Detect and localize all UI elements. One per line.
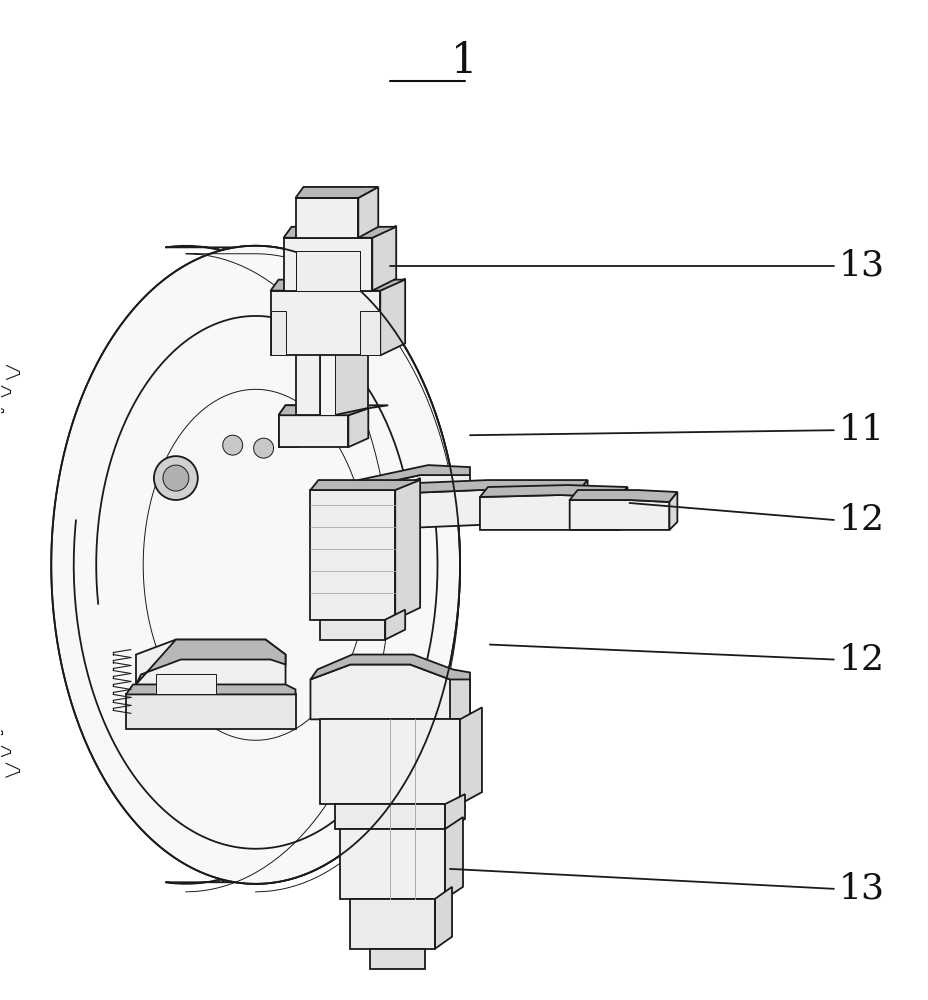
Polygon shape bbox=[283, 238, 372, 291]
Polygon shape bbox=[335, 804, 445, 829]
Text: 13: 13 bbox=[838, 249, 884, 283]
Polygon shape bbox=[370, 949, 425, 969]
Polygon shape bbox=[278, 405, 388, 415]
Polygon shape bbox=[669, 492, 677, 530]
Polygon shape bbox=[165, 246, 459, 884]
Polygon shape bbox=[135, 640, 285, 684]
Polygon shape bbox=[480, 495, 619, 530]
Polygon shape bbox=[283, 227, 395, 238]
Polygon shape bbox=[619, 487, 626, 530]
Polygon shape bbox=[350, 899, 434, 949]
Polygon shape bbox=[380, 279, 405, 355]
Polygon shape bbox=[156, 674, 215, 694]
Polygon shape bbox=[320, 331, 335, 415]
Polygon shape bbox=[320, 719, 459, 804]
Polygon shape bbox=[350, 475, 470, 520]
Polygon shape bbox=[295, 251, 360, 291]
Polygon shape bbox=[434, 887, 452, 949]
Polygon shape bbox=[135, 640, 285, 694]
Polygon shape bbox=[358, 187, 378, 238]
Polygon shape bbox=[394, 478, 419, 620]
Text: 13: 13 bbox=[838, 872, 884, 906]
Polygon shape bbox=[445, 794, 465, 829]
Polygon shape bbox=[278, 405, 354, 415]
Polygon shape bbox=[480, 485, 626, 497]
Polygon shape bbox=[569, 490, 677, 502]
Circle shape bbox=[253, 438, 273, 458]
Polygon shape bbox=[340, 829, 445, 899]
Circle shape bbox=[154, 456, 198, 500]
Polygon shape bbox=[270, 291, 380, 355]
Polygon shape bbox=[310, 655, 470, 679]
Polygon shape bbox=[310, 490, 394, 620]
Polygon shape bbox=[579, 480, 587, 525]
Polygon shape bbox=[459, 707, 482, 804]
Polygon shape bbox=[270, 311, 285, 355]
Polygon shape bbox=[126, 684, 295, 694]
Polygon shape bbox=[348, 408, 367, 447]
Polygon shape bbox=[320, 620, 385, 640]
Circle shape bbox=[223, 435, 242, 455]
Polygon shape bbox=[360, 311, 380, 355]
Polygon shape bbox=[126, 694, 295, 729]
Polygon shape bbox=[278, 415, 348, 447]
Polygon shape bbox=[51, 246, 459, 884]
Polygon shape bbox=[270, 280, 405, 291]
Polygon shape bbox=[350, 465, 470, 490]
Text: 1: 1 bbox=[451, 40, 477, 82]
Polygon shape bbox=[310, 480, 419, 490]
Polygon shape bbox=[385, 610, 405, 640]
Polygon shape bbox=[569, 500, 669, 530]
Polygon shape bbox=[295, 198, 358, 238]
Polygon shape bbox=[360, 490, 579, 530]
Polygon shape bbox=[449, 679, 470, 719]
Polygon shape bbox=[295, 187, 378, 198]
Polygon shape bbox=[372, 226, 395, 291]
Polygon shape bbox=[310, 665, 470, 719]
Text: 11: 11 bbox=[838, 413, 884, 447]
Text: 12: 12 bbox=[838, 643, 884, 677]
Polygon shape bbox=[360, 480, 587, 495]
Polygon shape bbox=[278, 415, 296, 447]
Polygon shape bbox=[445, 817, 462, 899]
Polygon shape bbox=[335, 321, 367, 415]
Text: 12: 12 bbox=[838, 503, 884, 537]
Polygon shape bbox=[295, 311, 370, 321]
Circle shape bbox=[162, 465, 188, 491]
Polygon shape bbox=[295, 321, 320, 415]
